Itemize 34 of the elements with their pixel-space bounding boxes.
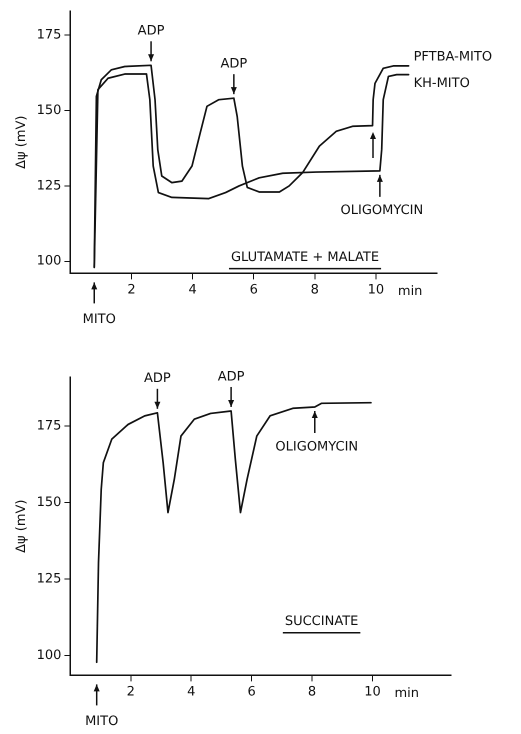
y-tick-label: 125 xyxy=(36,178,62,194)
annotation: OLIGOMYCIN xyxy=(340,203,424,218)
annotation: SUCCINATE xyxy=(284,614,358,630)
y-axis-title: Δψ (mV) xyxy=(14,500,30,553)
y-tick-label: 150 xyxy=(36,494,62,510)
x-axis-title: min xyxy=(394,686,419,701)
y-tick-label: 175 xyxy=(36,418,62,434)
y-axis-title: Δψ (mV) xyxy=(14,116,30,169)
x-tick-label: 6 xyxy=(250,282,258,298)
annotation: ADP xyxy=(138,24,165,39)
annotation: ADP xyxy=(144,371,171,386)
annotation: OLIGOMYCIN xyxy=(275,439,358,454)
x-tick-label: 8 xyxy=(308,684,316,700)
x-tick-label: 4 xyxy=(187,684,196,700)
annotation: ADP xyxy=(220,56,248,72)
annotation: ADP xyxy=(218,369,245,384)
x-tick-label: 6 xyxy=(248,684,256,700)
x-tick-label: 2 xyxy=(126,684,135,700)
annotation: MITO xyxy=(85,714,118,729)
y-tick-label: 100 xyxy=(36,648,62,663)
annotation: MITO xyxy=(82,312,116,327)
x-tick-label: 2 xyxy=(127,282,136,298)
series-label: KH-MITO xyxy=(414,76,470,92)
x-tick-label: 10 xyxy=(368,282,384,298)
y-tick-label: 125 xyxy=(36,571,62,586)
y-tick-label: 175 xyxy=(36,28,62,43)
x-tick-label: 4 xyxy=(188,282,197,298)
x-tick-label: 8 xyxy=(310,282,319,298)
x-tick-label: 10 xyxy=(364,684,381,700)
annotation: GLUTAMATE + MALATE xyxy=(230,250,380,266)
x-axis-title: min xyxy=(398,284,422,299)
y-tick-label: 150 xyxy=(36,102,62,118)
series-label: PFTBA-MITO xyxy=(414,49,492,64)
y-tick-label: 100 xyxy=(36,254,62,269)
